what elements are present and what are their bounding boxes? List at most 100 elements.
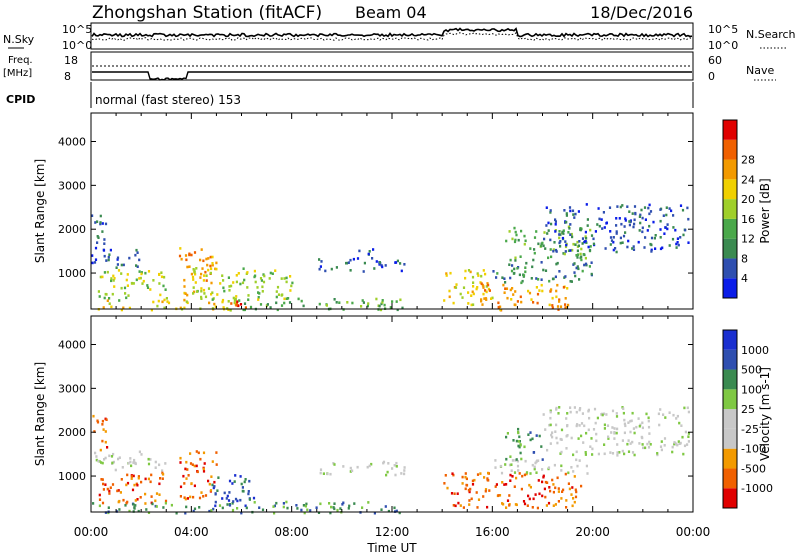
power-cell	[112, 279, 115, 282]
power-cell	[138, 270, 141, 273]
velocity-cell	[645, 412, 648, 416]
power-cell	[104, 292, 107, 296]
velocity-cell	[98, 493, 101, 497]
power-cell	[400, 269, 403, 273]
velocity-cell	[132, 474, 135, 478]
power-cell	[559, 240, 562, 243]
power-y-tick-label: 3000	[58, 179, 86, 192]
velocity-cell	[572, 453, 575, 457]
velocity-colorbar-tick: -25	[741, 423, 759, 436]
velocity-cell	[305, 502, 308, 506]
power-cell	[347, 261, 350, 264]
velocity-cell	[531, 437, 534, 441]
power-cell	[518, 273, 521, 277]
power-cell	[631, 212, 634, 215]
velocity-cell	[641, 443, 644, 446]
velocity-cell	[494, 466, 497, 469]
power-cell	[506, 296, 509, 300]
velocity-cell	[542, 413, 545, 416]
velocity-cell	[106, 446, 109, 449]
power-cell	[548, 303, 551, 307]
power-cell	[257, 291, 260, 294]
velocity-y-label: Slant Range [km]	[33, 362, 47, 466]
power-cell	[132, 282, 135, 285]
power-cell	[542, 268, 545, 272]
velocity-cell	[200, 491, 203, 494]
power-cell	[384, 264, 387, 267]
power-cell	[285, 276, 288, 280]
power-cell	[547, 221, 550, 225]
power-cell	[203, 274, 206, 277]
velocity-cell	[101, 423, 104, 426]
power-cell	[543, 237, 546, 241]
velocity-cell	[296, 507, 299, 510]
velocity-cell	[497, 494, 500, 497]
velocity-cell	[607, 435, 610, 439]
velocity-cell	[227, 499, 231, 502]
velocity-cell	[465, 484, 469, 487]
velocity-cell	[451, 472, 454, 475]
velocity-cell	[155, 505, 158, 508]
power-cell	[211, 298, 214, 301]
power-cell	[687, 241, 690, 244]
power-cell	[106, 299, 109, 302]
velocity-cell	[551, 435, 554, 439]
power-cell	[492, 270, 495, 273]
velocity-cell	[140, 480, 143, 484]
velocity-cell	[548, 486, 551, 489]
velocity-cell	[541, 480, 544, 484]
power-cell	[549, 209, 552, 212]
velocity-cell	[505, 457, 508, 461]
velocity-cell	[576, 423, 579, 426]
velocity-cell	[225, 497, 228, 500]
power-cell	[564, 275, 567, 278]
velocity-cell	[486, 505, 489, 509]
velocity-colorbar-tick: 25	[741, 403, 755, 416]
power-cell	[550, 255, 553, 259]
velocity-cell	[515, 439, 518, 443]
velocity-cell	[137, 476, 140, 480]
velocity-cell	[556, 441, 559, 445]
velocity-cell	[105, 418, 108, 421]
velocity-cell	[282, 505, 285, 509]
power-cell	[505, 239, 508, 243]
power-cell	[135, 248, 138, 252]
power-cell	[554, 248, 558, 252]
power-cell	[661, 246, 664, 250]
power-cell	[106, 270, 109, 274]
velocity-cell	[529, 485, 532, 489]
velocity-cell	[616, 427, 619, 431]
velocity-cell	[462, 506, 465, 509]
velocity-cell	[629, 430, 632, 434]
velocity-cell	[632, 427, 635, 430]
power-cell	[108, 302, 111, 305]
velocity-cell	[332, 506, 335, 509]
velocity-cell	[626, 442, 629, 446]
velocity-cell	[184, 511, 187, 515]
velocity-cell	[523, 473, 526, 477]
power-cell	[679, 236, 682, 239]
power-cell	[612, 240, 615, 244]
velocity-cell	[282, 502, 285, 505]
power-colorbar-tick: 28	[741, 154, 755, 167]
power-cell	[615, 224, 618, 227]
power-cell	[210, 267, 213, 271]
power-y-tick-label: 2000	[58, 223, 86, 236]
power-cell	[93, 261, 97, 264]
power-cell	[122, 306, 125, 310]
velocity-cell	[104, 483, 107, 486]
power-cell	[253, 275, 256, 279]
power-cell	[544, 247, 547, 250]
power-cell	[648, 224, 651, 228]
power-cell	[178, 254, 182, 258]
power-cell	[345, 261, 348, 265]
velocity-cell	[505, 483, 508, 486]
velocity-cell	[638, 424, 641, 428]
velocity-cell	[121, 466, 124, 469]
power-cell	[481, 303, 484, 306]
velocity-cell	[136, 498, 139, 501]
velocity-cell	[119, 491, 122, 494]
power-cell	[632, 248, 636, 251]
power-cell	[269, 306, 272, 309]
velocity-cell	[247, 490, 250, 493]
